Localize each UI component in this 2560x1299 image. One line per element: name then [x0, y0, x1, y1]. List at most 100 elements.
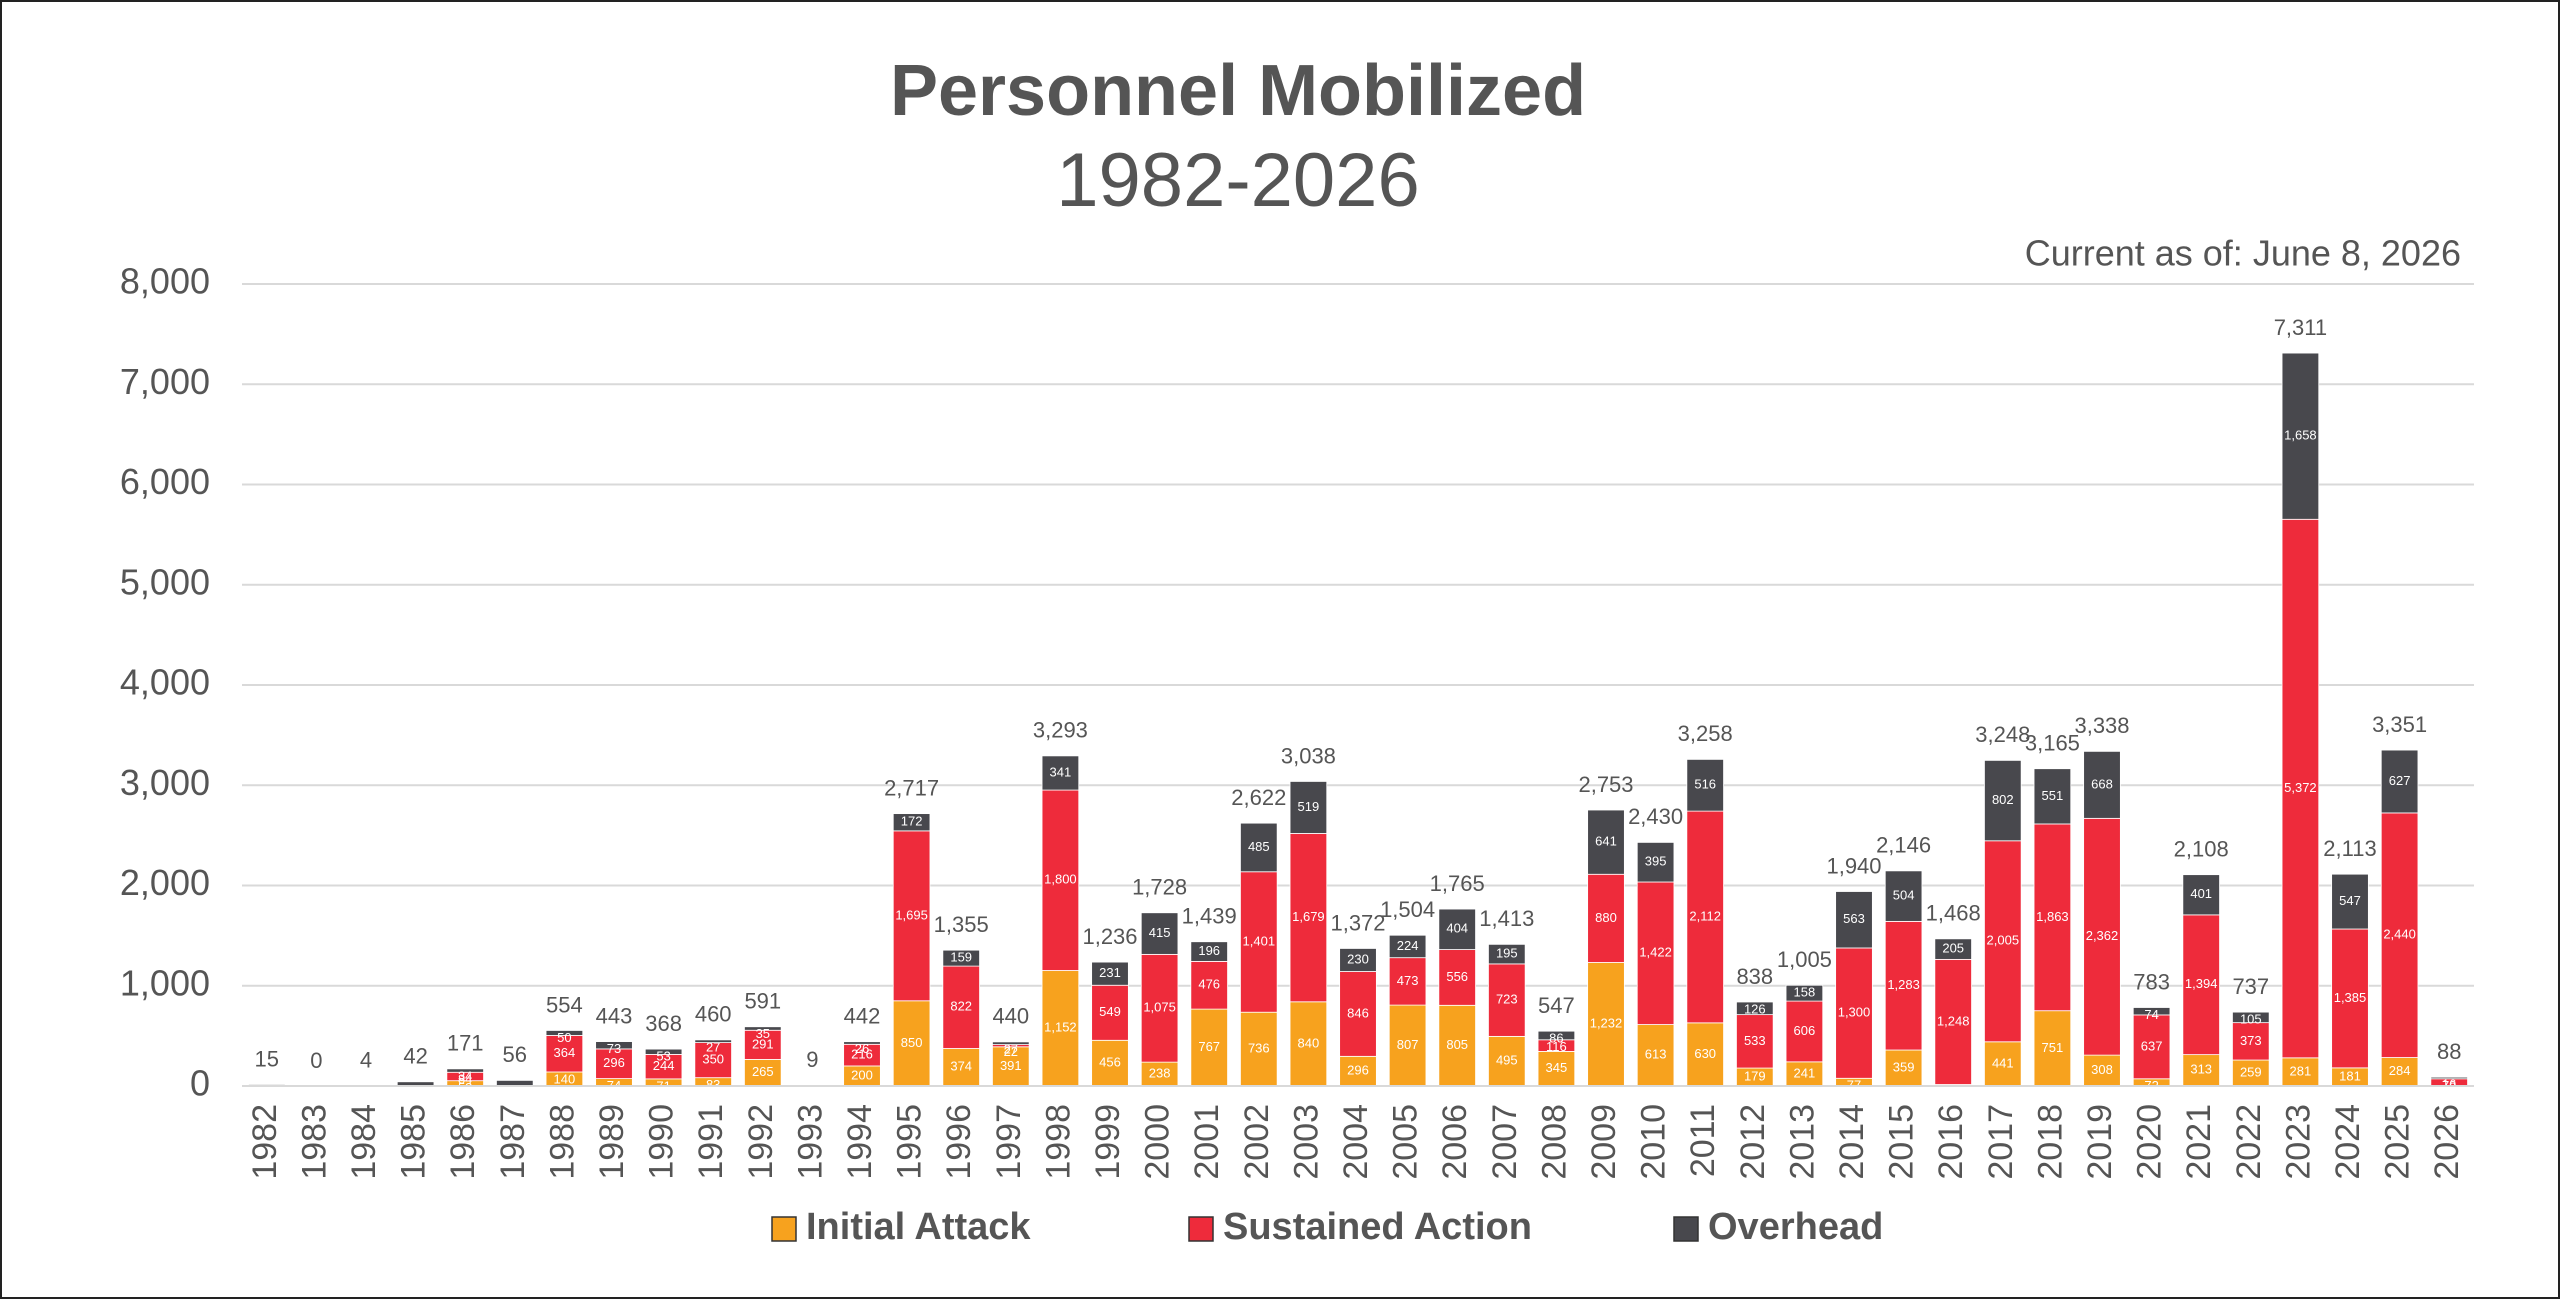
bar-segment — [1438, 1004, 1476, 1087]
total-label: 591 — [744, 989, 781, 1014]
segment-label: 140 — [554, 1071, 576, 1086]
segment-label: 807 — [1397, 1037, 1419, 1052]
segment-label: 179 — [1744, 1068, 1766, 1083]
x-tick-label: 1983 — [295, 1104, 333, 1180]
x-tick-label: 1995 — [891, 1104, 929, 1180]
segment-label: 547 — [2339, 893, 2361, 908]
bar-segment — [1339, 1055, 1377, 1087]
segment-label: 1,283 — [1887, 977, 1920, 992]
segment-label: 551 — [2042, 788, 2064, 803]
segment-label: 74 — [2144, 1007, 2158, 1022]
bar-segment — [1190, 941, 1228, 962]
total-label: 838 — [1736, 964, 1773, 989]
x-tick-label: 2023 — [2279, 1104, 2317, 1180]
bar-segment — [1041, 755, 1080, 791]
segment-label: 341 — [1050, 764, 1072, 779]
total-label: 4 — [360, 1047, 372, 1072]
bar-segment — [2033, 823, 2072, 1012]
x-tick-label: 1988 — [543, 1104, 581, 1180]
bar-segment — [2083, 750, 2121, 819]
bar-segment — [1140, 912, 1179, 955]
bar-segment — [1289, 781, 1328, 834]
segment-label: 84 — [458, 1072, 472, 1087]
segment-label: 2,362 — [2086, 928, 2119, 943]
segment-label: 1,422 — [1639, 945, 1672, 960]
legend-swatch — [1673, 1216, 1699, 1242]
segment-label: 265 — [752, 1064, 774, 1079]
bar-segment — [1388, 1004, 1427, 1087]
bar-segment — [1041, 970, 1080, 1087]
total-label: 9 — [806, 1047, 818, 1072]
x-tick-label: 2012 — [1734, 1104, 1772, 1180]
bar-segment — [2033, 768, 2072, 825]
segment-label: 533 — [1744, 1033, 1766, 1048]
bar-segment — [2182, 874, 2220, 916]
segment-label: 159 — [950, 950, 972, 965]
total-label: 2,622 — [1231, 785, 1286, 810]
x-tick-label: 1985 — [395, 1104, 433, 1180]
y-tick-label: 5,000 — [120, 561, 210, 602]
total-label: 440 — [992, 1004, 1029, 1029]
total-label: 2,113 — [2323, 836, 2376, 861]
bar-segment — [1537, 1051, 1576, 1087]
segment-label: 395 — [1645, 854, 1667, 869]
x-tick-label: 2011 — [1684, 1104, 1722, 1177]
segment-label: 296 — [1347, 1063, 1369, 1078]
segment-label: 767 — [1198, 1039, 1220, 1054]
bar-segment — [1438, 908, 1476, 950]
segment-label: 476 — [1198, 977, 1220, 992]
segment-label: 504 — [1893, 888, 1915, 903]
total-label: 3,258 — [1678, 721, 1733, 746]
bar-segment — [1240, 1011, 1278, 1087]
segment-label: 880 — [1595, 910, 1617, 925]
x-tick-label: 1996 — [940, 1104, 978, 1180]
bar-segment — [1636, 881, 1675, 1025]
chart-subtitle: 1982-2026 — [1056, 138, 1419, 223]
total-label: 2,108 — [2174, 836, 2229, 861]
bar-segment — [1835, 891, 1873, 949]
x-tick-label: 2015 — [1883, 1104, 1921, 1180]
x-tick-label: 2001 — [1188, 1104, 1226, 1180]
bar-segment — [744, 1029, 782, 1060]
segment-label: 73 — [607, 1041, 621, 1056]
bar-segment — [1140, 953, 1179, 1063]
bar-segment — [1091, 1039, 1129, 1087]
x-tick-label: 1994 — [841, 1104, 879, 1180]
segment-label: 244 — [653, 1058, 675, 1073]
segment-label: 181 — [2339, 1068, 2361, 1083]
total-label: 1,439 — [1182, 904, 1237, 929]
x-tick-label: 2019 — [2081, 1104, 2119, 1180]
segment-label: 1,394 — [2185, 976, 2218, 991]
segment-label: 1,152 — [1044, 1020, 1077, 1035]
x-tick-label: 2007 — [1486, 1104, 1524, 1180]
bar-segment — [2083, 817, 2121, 1056]
bar-segment — [1041, 789, 1080, 971]
x-tick-label: 1984 — [345, 1104, 383, 1180]
bar-segment — [2281, 352, 2320, 520]
bar-segment — [1388, 934, 1427, 959]
segment-label: 15 — [1946, 1084, 1960, 1099]
bar-segment — [1438, 949, 1476, 1006]
segment-label: 22 — [1004, 1044, 1018, 1059]
x-tick-label: 2004 — [1337, 1104, 1375, 1180]
segment-label: 216 — [851, 1047, 873, 1062]
segment-label: 1,300 — [1838, 1005, 1871, 1020]
bar-segment — [2132, 1007, 2171, 1016]
x-tick-label: 2013 — [1783, 1104, 1821, 1180]
segment-label: 736 — [1248, 1041, 1270, 1056]
bar-segment — [1587, 809, 1625, 875]
bar-segment — [1587, 873, 1625, 963]
chart-title: Personnel Mobilized — [890, 51, 1586, 131]
bar-segment — [942, 965, 980, 1049]
segment-label: 172 — [901, 814, 923, 829]
total-label: 2,430 — [1628, 804, 1683, 829]
segment-label: 723 — [1496, 992, 1518, 1007]
legend-label: Overhead — [1708, 1206, 1883, 1248]
segment-label: 373 — [2240, 1033, 2262, 1048]
total-label: 1,005 — [1777, 947, 1832, 972]
x-tick-label: 1989 — [593, 1104, 631, 1180]
segment-label: 404 — [1446, 921, 1468, 936]
segment-label: 516 — [1694, 777, 1716, 792]
segment-label: 53 — [458, 1080, 472, 1095]
